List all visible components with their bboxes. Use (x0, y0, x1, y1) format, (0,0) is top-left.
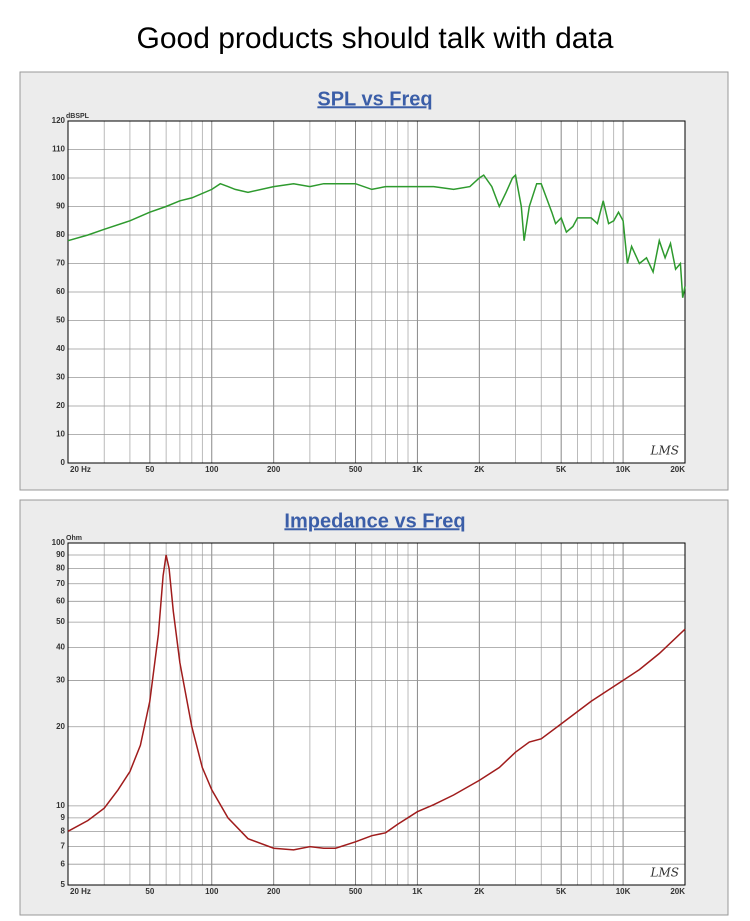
y-tick-label: 30 (56, 676, 65, 685)
x-tick-label: 5K (556, 465, 566, 474)
y-tick-label: 30 (56, 373, 65, 382)
plot-border (67, 120, 686, 464)
y-tick-label: 50 (56, 316, 65, 325)
y-tick-label: 50 (56, 617, 65, 626)
y-tick-label: 90 (56, 202, 65, 211)
y-tick-label: 20 (56, 401, 65, 410)
x-tick-label: 20K (670, 887, 685, 896)
x-tick-label: 10K (616, 465, 631, 474)
x-tick-label: 500 (349, 887, 363, 896)
x-tick-label: 10K (616, 887, 631, 896)
x-tick-label: 500 (349, 465, 363, 474)
x-tick-label: 2K (474, 887, 484, 896)
x-tick-label: 1K (412, 465, 422, 474)
x-tick-label: 200 (267, 887, 281, 896)
x-tick-label: 100 (205, 465, 219, 474)
x-tick-label: 50 (145, 465, 154, 474)
x-tick-label: 100 (205, 887, 219, 896)
y-tick-label: 80 (56, 230, 65, 239)
annotation: LMS (650, 444, 679, 458)
x-tick-label: 5K (556, 887, 566, 896)
data-line (67, 173, 686, 298)
x-tick-label: 1K (412, 887, 422, 896)
y-tick-label: 10 (56, 430, 65, 439)
x-tick-label: 2K (474, 465, 484, 474)
y-axis-label: dBSPL (66, 113, 90, 120)
y-tick-label: 80 (56, 564, 65, 573)
y-tick-label: 8 (61, 826, 66, 835)
y-tick-label: 6 (61, 859, 66, 868)
page-title: Good products should talk with data (137, 22, 614, 55)
y-tick-label: 20 (56, 722, 65, 731)
x-tick-label: 20K (670, 465, 685, 474)
y-tick-label: 60 (56, 596, 65, 605)
y-tick-label: 100 (52, 538, 66, 547)
y-tick-label: 5 (61, 880, 66, 889)
y-tick-label: 0 (61, 458, 66, 467)
chart-title: Impedance vs Freq (284, 510, 465, 532)
x-tick-label: 50 (145, 887, 154, 896)
annotation: LMS (650, 866, 679, 880)
y-tick-label: 7 (61, 842, 66, 851)
y-tick-label: 70 (56, 579, 65, 588)
y-tick-label: 40 (56, 344, 65, 353)
plot-border (67, 542, 686, 886)
plot-area (68, 543, 685, 885)
y-tick-label: 40 (56, 643, 65, 652)
x-tick-label: 20 Hz (70, 465, 91, 474)
y-tick-label: 10 (56, 801, 65, 810)
y-axis-label: Ohm (66, 535, 82, 542)
data-line (67, 554, 686, 851)
y-tick-label: 60 (56, 287, 65, 296)
chart-title: SPL vs Freq (317, 88, 432, 110)
y-tick-label: 120 (52, 116, 66, 125)
y-tick-label: 110 (52, 145, 65, 154)
y-tick-label: 9 (61, 813, 66, 822)
y-tick-label: 70 (56, 259, 65, 268)
y-tick-label: 100 (52, 173, 66, 182)
x-tick-label: 200 (267, 465, 281, 474)
y-tick-label: 90 (56, 550, 65, 559)
x-tick-label: 20 Hz (70, 887, 91, 896)
